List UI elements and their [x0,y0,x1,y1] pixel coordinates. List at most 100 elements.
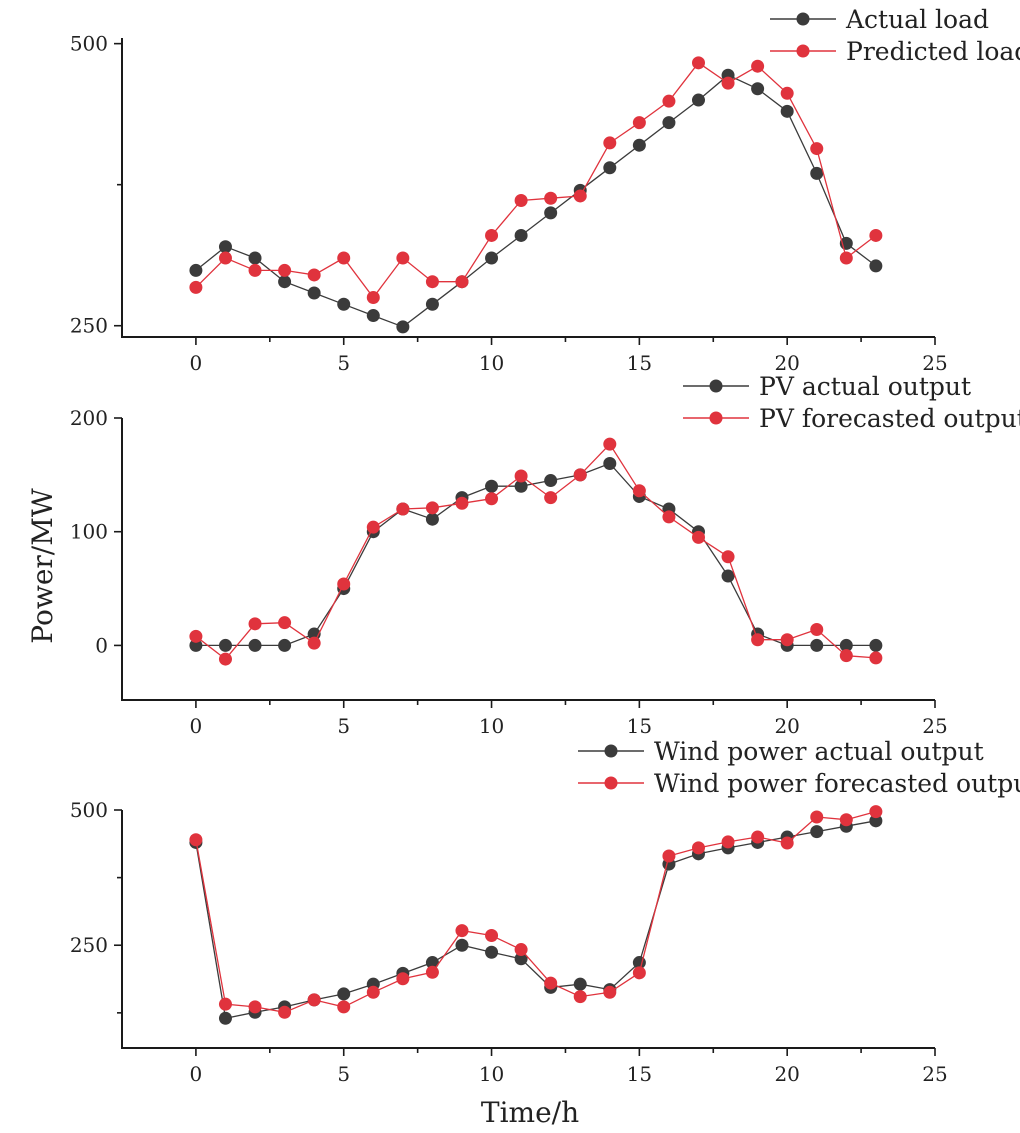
x-tick-label: 15 [627,714,652,738]
data-point [632,138,646,152]
data-point [366,985,380,999]
data-point [662,94,676,108]
y-tick-label: 250 [70,933,108,957]
data-point [455,275,469,289]
data-point [485,492,499,506]
x-tick-label: 0 [190,1062,203,1086]
data-point [218,251,232,265]
data-point [307,636,321,650]
data-point [307,286,321,300]
data-point [662,116,676,130]
x-tick-label: 15 [627,1062,652,1086]
data-point [396,502,410,516]
data-point [396,320,410,334]
data-point [869,638,883,652]
data-point [544,474,558,488]
x-tick-label: 5 [337,351,350,375]
data-point [869,814,883,828]
panel-wind: 0 5 10 15 20 25 250 500 Wind power actual output… [70,737,1020,1086]
series-line-pv-1 [195,443,876,660]
y-tick-label: 100 [70,520,108,544]
x-tick-label: 15 [627,351,652,375]
data-point [514,469,528,483]
data-point [425,501,439,515]
x-tick-label: 25 [922,351,947,375]
data-point [810,623,824,636]
x-tick-label: 25 [922,714,947,738]
data-point [485,945,499,959]
data-point [603,985,617,999]
y-tick-label: 200 [70,406,108,430]
data-point [691,841,705,855]
series-line-wind-0 [195,820,877,1020]
data-point [189,629,203,643]
x-tick-label: 5 [337,1062,350,1086]
data-point [189,263,203,277]
data-point [248,617,262,631]
data-point [425,297,439,311]
legend-label: Wind power actual output [654,737,984,766]
data-point [396,251,410,265]
legend-marker [709,379,723,393]
series-line-pv-0 [195,462,876,647]
data-point [810,638,824,652]
data-point [810,142,824,156]
data-point [248,251,262,265]
data-point [869,228,883,242]
data-point [514,952,528,966]
data-point [248,1000,262,1014]
data-point [337,297,351,311]
x-tick-label: 20 [774,351,799,375]
x-tick-label: 10 [479,351,504,375]
data-point [573,468,587,482]
data-point [455,924,469,938]
data-point [485,228,499,242]
data-point [751,82,765,96]
axes-frame [121,38,935,338]
data-point [662,849,676,863]
data-point [189,638,203,652]
data-point [218,638,232,652]
y-tick-label: 250 [70,314,108,338]
data-point [337,1000,351,1014]
data-point [425,275,439,289]
data-point [810,166,824,180]
legend-label: Actual load [845,5,989,34]
legend-marker [796,44,810,58]
data-point [189,833,203,847]
data-point [544,491,558,505]
data-point [721,569,735,583]
data-point [780,633,794,647]
panel-load: 0 5 10 15 20 25 250 500 Actual load Predicted loa… [70,5,1020,375]
data-point [573,189,587,203]
data-point [573,977,587,991]
panel-pv: 0 5 10 15 20 25 0 100 200 PV actual output PV fore… [70,372,1020,738]
data-point [218,997,232,1011]
data-point [307,268,321,282]
data-point [721,550,735,564]
data-point [337,251,351,265]
data-point [810,810,824,824]
x-tick-label: 20 [774,1062,799,1086]
data-point [278,275,292,289]
data-point [632,966,646,980]
legend-marker [796,12,810,26]
data-point [278,638,292,652]
data-point [603,456,617,470]
data-point [485,251,499,265]
data-point [514,228,528,242]
y-tick-label: 0 [95,633,108,657]
data-point [337,577,351,591]
data-point [366,309,380,323]
series-line-wind-1 [195,810,877,1013]
data-point [780,86,794,100]
legend-marker [604,744,618,758]
data-point [721,76,735,90]
x-tick-label: 0 [190,714,203,738]
data-point [839,638,853,652]
legend-marker [709,411,723,425]
axes-frame [121,418,935,701]
data-point [603,437,617,451]
data-point [278,1005,292,1019]
data-point [869,651,883,665]
